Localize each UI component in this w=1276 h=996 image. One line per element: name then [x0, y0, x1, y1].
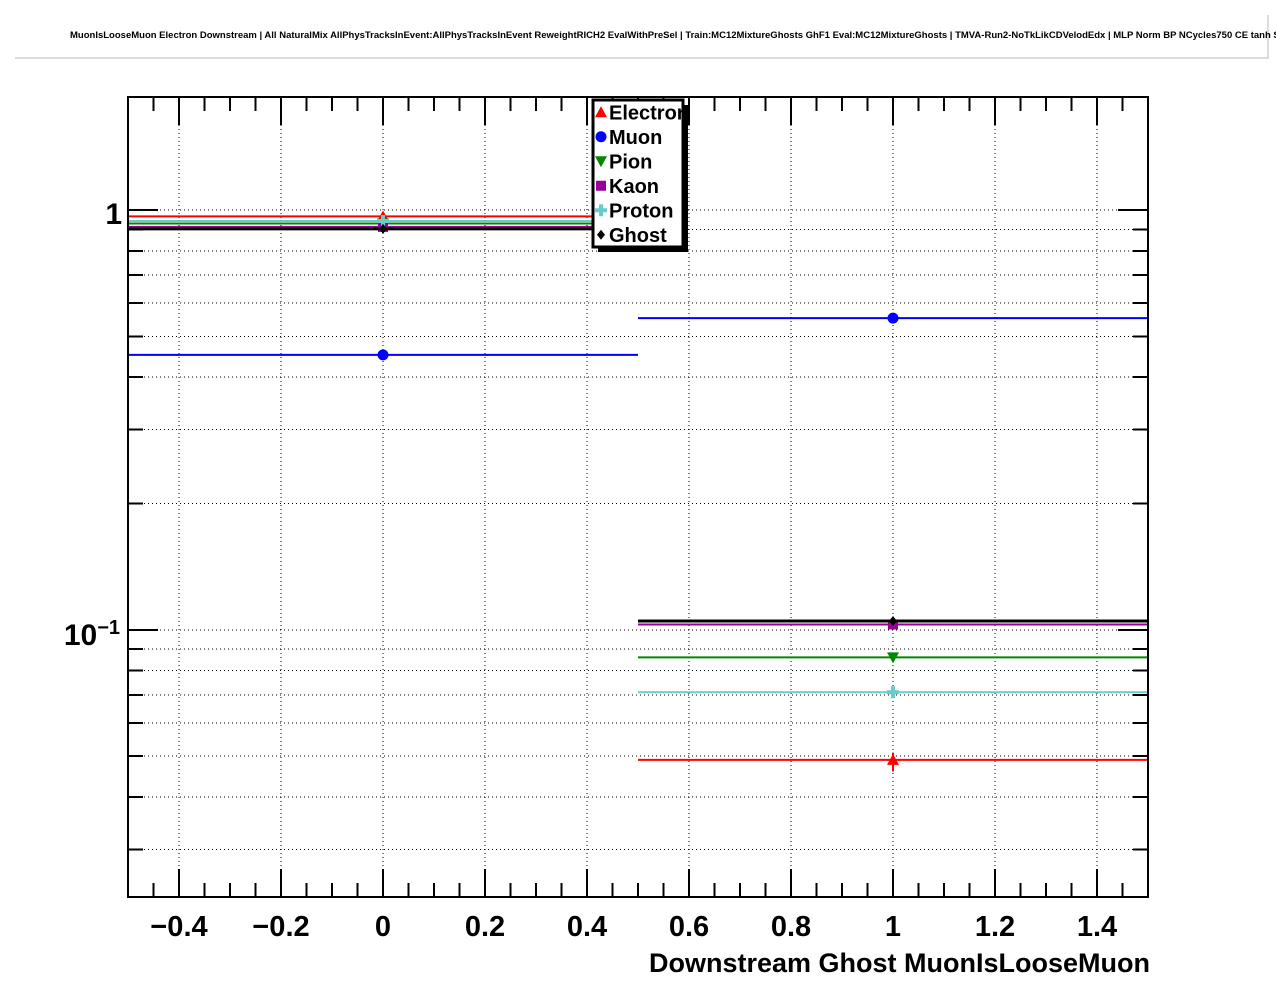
legend-box [591, 98, 685, 249]
x-tick-label: 1 [885, 911, 901, 943]
pion-marker [887, 652, 899, 664]
x-tick-label: −0.4 [150, 911, 207, 943]
x-tick-label: 1.2 [975, 911, 1015, 943]
legend-label-ghost: Ghost [609, 225, 667, 247]
proton-legend-marker [595, 204, 607, 217]
legend-label-muon: Muon [609, 127, 662, 149]
ghost-legend-marker [597, 229, 605, 240]
series-ghost [128, 223, 1148, 626]
electron-marker [887, 753, 899, 765]
legend-entry-ghost: Ghost [597, 225, 667, 247]
legend-entry-electron: Electron [595, 102, 689, 124]
x-tick-label: 0 [375, 911, 391, 943]
kaon-legend-marker [596, 180, 606, 191]
muon-marker [887, 312, 899, 324]
muon-legend-marker [595, 131, 607, 143]
plot-title-box: MuonIsLooseMuon Electron Downstream | Al… [13, 13, 1276, 57]
ghost-marker [889, 615, 897, 626]
series-proton [128, 215, 1148, 699]
pion-legend-marker [595, 156, 607, 168]
electron-legend-marker [595, 106, 607, 118]
x-axis-title: Downstream Ghost MuonIsLooseMuon [648, 948, 1150, 978]
x-tick-label: −0.2 [252, 911, 309, 943]
axis-ticks [128, 97, 1148, 897]
plot-title: MuonIsLooseMuon Electron Downstream | Al… [70, 29, 1276, 41]
legend-label-electron: Electron [609, 102, 689, 124]
legend-label-proton: Proton [609, 200, 673, 222]
x-tick-label: 0.4 [567, 911, 607, 943]
x-tick-label: 0.2 [465, 911, 505, 943]
legend-label-pion: Pion [609, 151, 652, 173]
y-tick-label-0p1-exp: −1 [97, 617, 120, 639]
legend-label-kaon: Kaon [609, 176, 659, 198]
y-tick-label-0p1: 10−1 [0, 613, 120, 651]
y-tick-label-0p1-base: 10 [63, 619, 98, 652]
legend-entry-muon: Muon [595, 127, 662, 149]
x-tick-label: 1.4 [1077, 911, 1117, 943]
y-tick-label-1-base: 1 [105, 198, 122, 231]
series-electron [128, 210, 1148, 772]
y-tick-label-1: 1 [2, 192, 122, 230]
proton-marker [377, 215, 389, 228]
x-tick-labels: −0.4 −0.2 0 0.2 0.4 0.6 0.8 1 1.2 1.4 [150, 911, 1117, 943]
x-tick-label: 0.8 [771, 911, 811, 943]
x-tick-label: 0.6 [669, 911, 709, 943]
gridlines [128, 97, 1148, 897]
series-muon [128, 312, 1148, 361]
legend-entry-pion: Pion [595, 151, 652, 173]
proton-marker [887, 686, 899, 699]
muon-marker [377, 349, 389, 361]
ghost-marker [379, 223, 387, 234]
legend-entry-proton: Proton [595, 200, 673, 222]
legend-entry-kaon: Kaon [596, 176, 659, 198]
